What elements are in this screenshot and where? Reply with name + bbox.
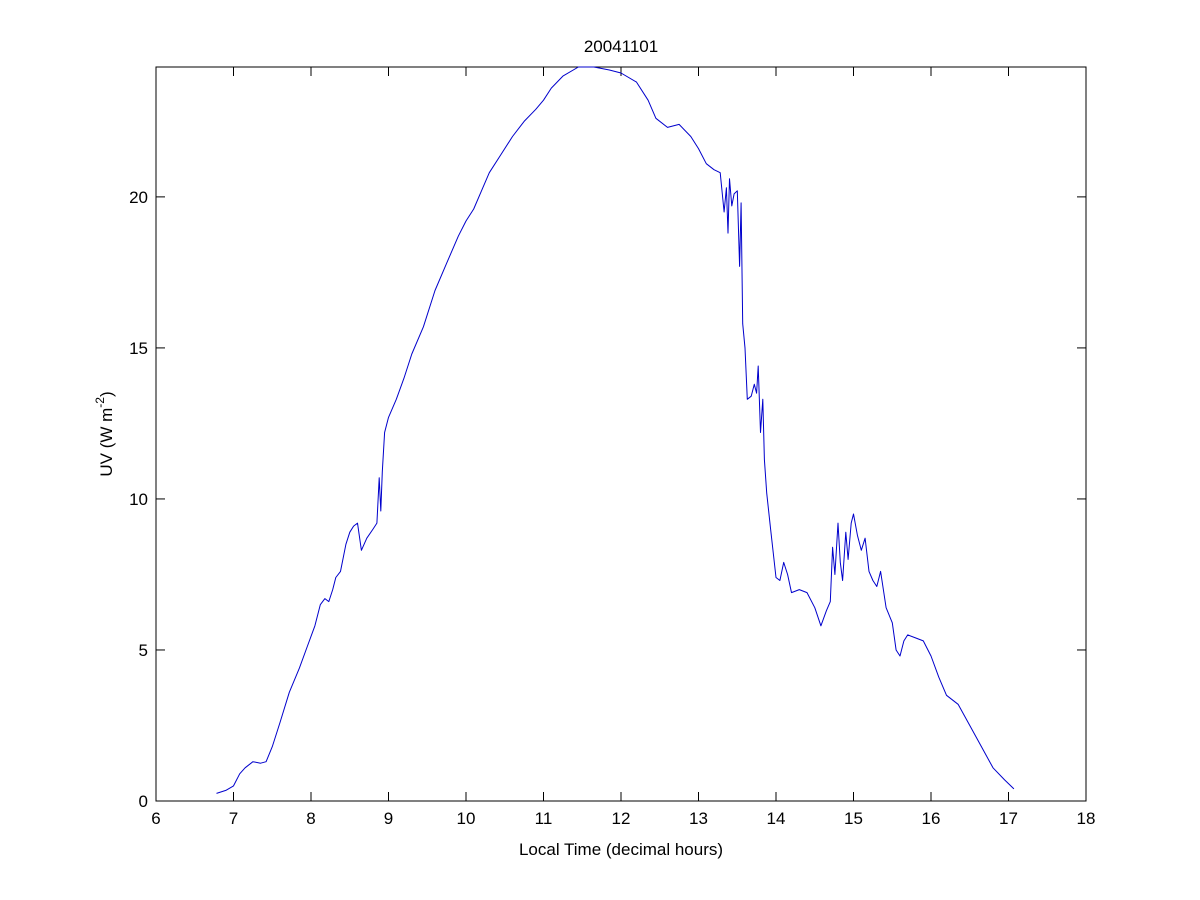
y-axis-label-close: ) bbox=[97, 391, 116, 397]
y-axis-label: UV (W m-2) bbox=[93, 391, 116, 476]
plot-area bbox=[155, 66, 1087, 802]
x-tick-label: 18 bbox=[1077, 809, 1096, 828]
y-axis-label-superscript: -2 bbox=[93, 397, 107, 408]
chart-title: 20041101 bbox=[584, 37, 658, 56]
y-tick-label: 10 bbox=[129, 490, 148, 509]
x-tick-label: 9 bbox=[384, 809, 393, 828]
series-line bbox=[216, 66, 1015, 794]
x-tick-label: 10 bbox=[457, 809, 476, 828]
x-tick-label: 16 bbox=[922, 809, 941, 828]
y-tick-label: 20 bbox=[129, 188, 148, 207]
x-tick-label: 15 bbox=[844, 809, 863, 828]
x-tick-label: 8 bbox=[306, 809, 315, 828]
y-tick-label: 5 bbox=[139, 641, 148, 660]
x-tick-label: 13 bbox=[689, 809, 708, 828]
x-tick-label: 6 bbox=[151, 809, 160, 828]
y-tick-label: 0 bbox=[139, 792, 148, 811]
x-tick-label: 14 bbox=[767, 809, 786, 828]
y-tick-label: 15 bbox=[129, 339, 148, 358]
x-tick-label: 11 bbox=[535, 809, 553, 828]
x-tick-label: 7 bbox=[229, 809, 238, 828]
x-axis-label: Local Time (decimal hours) bbox=[519, 840, 723, 859]
y-axis-label-main: UV (W m bbox=[97, 408, 116, 477]
series-layer bbox=[216, 66, 1015, 794]
axis-ticks: 6 7 8 9 10 11 12 13 14 15 16 17 18 0 5 10 15 20 bbox=[129, 67, 1095, 828]
x-tick-label: 12 bbox=[612, 809, 631, 828]
x-tick-label: 17 bbox=[999, 809, 1018, 828]
